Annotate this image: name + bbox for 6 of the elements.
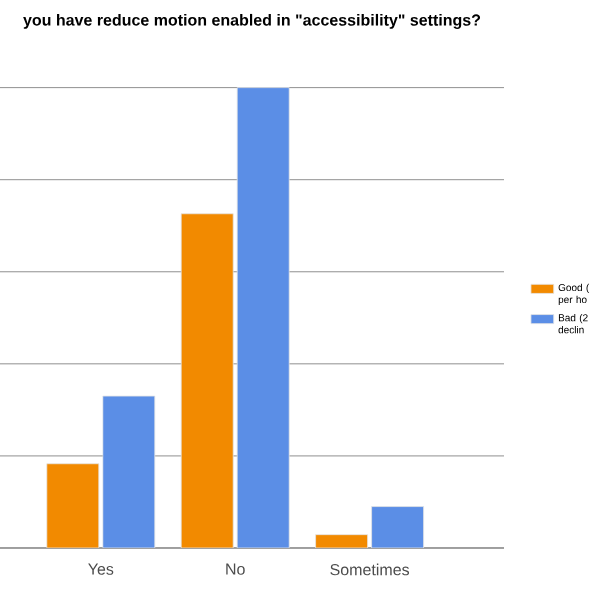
bar bbox=[102, 395, 156, 548]
x-tick-label: Yes bbox=[88, 563, 114, 575]
chart-title: you have reduce motion enabled in "accessibility" settings? bbox=[23, 13, 481, 29]
x-tick-label: Sometimes bbox=[330, 563, 410, 576]
bar bbox=[46, 463, 100, 548]
x-tick-label: No bbox=[226, 563, 245, 575]
